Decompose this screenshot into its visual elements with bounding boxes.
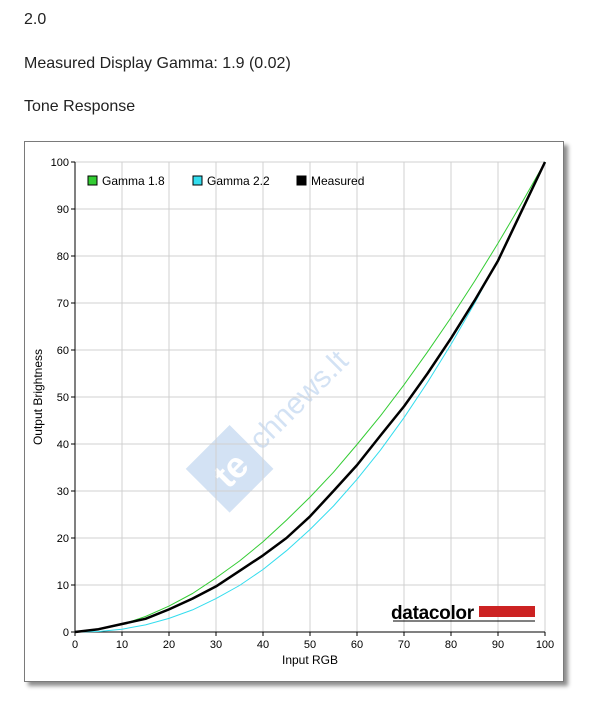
- legend-swatch-2: [296, 175, 307, 186]
- y-tick-label: 40: [57, 439, 69, 451]
- legend-label-2: Measured: [311, 174, 364, 188]
- y-tick-label: 10: [57, 580, 69, 592]
- measured-gamma-text: Measured Display Gamma: 1.9 (0.02): [24, 55, 291, 72]
- y-tick-label: 0: [63, 627, 69, 639]
- x-tick-label: 60: [351, 639, 363, 651]
- legend-swatch-0: [87, 175, 98, 186]
- grid: [75, 161, 546, 632]
- y-tick-label: 20: [57, 533, 69, 545]
- x-tick-label: 0: [72, 639, 78, 651]
- x-tick-label: 50: [304, 639, 316, 651]
- x-tick-label: 10: [116, 639, 128, 651]
- axes: 0 10 20 30 40 50 60 70 80 90 100 0 10 20 30 40 50 60 70 80 9…: [31, 157, 554, 667]
- datacolor-logo: datacolor: [391, 603, 535, 624]
- series-line-gamma-2-2: [74, 161, 546, 633]
- y-tick-label: 100: [51, 157, 69, 169]
- y-tick-label: 50: [57, 392, 69, 404]
- x-tick-label: 30: [210, 639, 222, 651]
- chart-frame: te chnews.lt 0 10 20 30 40 50 60 70 80 90 100 0 10 20 3…: [24, 141, 564, 682]
- x-tick-label: 20: [163, 639, 175, 651]
- x-axis-label: Input RGB: [282, 653, 338, 667]
- series-line-gamma-1-8: [74, 161, 546, 633]
- gamma-value-text: 2.0: [24, 11, 47, 28]
- y-tick-label: 30: [57, 486, 69, 498]
- datacolor-logo-text: datacolor: [391, 603, 475, 624]
- x-tick-label: 70: [398, 639, 410, 651]
- legend-label-1: Gamma 2.2: [207, 174, 270, 188]
- datacolor-logo-bar-icon: [479, 606, 535, 617]
- legend-swatch-1: [192, 175, 203, 186]
- tone-response-title: Tone Response: [24, 98, 136, 115]
- series-line-measured: [74, 161, 547, 634]
- x-tick-label: 100: [536, 639, 554, 651]
- y-tick-label: 80: [57, 251, 69, 263]
- x-tick-label: 40: [257, 639, 269, 651]
- legend: Gamma 1.8 Gamma 2.2 Measured: [87, 174, 364, 188]
- x-tick-label: 90: [492, 639, 504, 651]
- y-axis-label: Output Brightness: [31, 349, 45, 445]
- y-tick-label: 60: [57, 345, 69, 357]
- watermark-text: chnews.lt: [243, 344, 355, 456]
- y-tick-label: 70: [57, 298, 69, 310]
- legend-label-0: Gamma 1.8: [102, 174, 165, 188]
- x-tick-label: 80: [445, 639, 457, 651]
- y-tick-label: 90: [57, 204, 69, 216]
- series-lines: [74, 161, 547, 634]
